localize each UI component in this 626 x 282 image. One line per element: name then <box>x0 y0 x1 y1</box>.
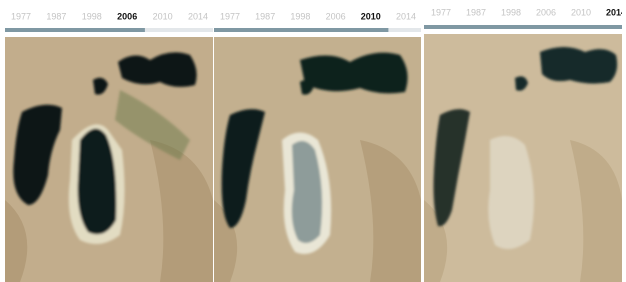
timeline: 1977 1987 1998 2006 2010 2014 <box>214 11 421 32</box>
satellite-image <box>214 37 421 282</box>
year-label[interactable]: 2014 <box>396 11 416 21</box>
year-label[interactable]: 1998 <box>290 11 310 21</box>
timeline-progress <box>5 28 145 32</box>
timeline: 1977 1987 1998 2006 2010 2014 <box>5 11 213 32</box>
year-label[interactable]: 1987 <box>255 11 275 21</box>
timeline-progress <box>424 25 622 29</box>
year-label[interactable]: 1977 <box>220 11 240 21</box>
year-label[interactable]: 1977 <box>431 7 451 17</box>
year-label[interactable]: 1998 <box>501 7 521 17</box>
year-label[interactable]: 2006 <box>326 11 346 21</box>
year-label[interactable]: 2010 <box>571 7 591 17</box>
satellite-image <box>424 34 622 282</box>
timelapse-comparison: 1977 1987 1998 2006 2010 2014 1977 1987 1998 2006… <box>0 0 626 282</box>
year-label[interactable]: 2014 <box>188 11 208 21</box>
year-label[interactable]: 1977 <box>11 11 31 21</box>
year-label[interactable]: 1987 <box>466 7 486 17</box>
year-label[interactable]: 1987 <box>46 11 66 21</box>
timelines: 1977 1987 1998 2006 2010 2014 1977 1987 1998 2006… <box>5 7 626 32</box>
year-label[interactable]: 1998 <box>82 11 102 21</box>
year-label[interactable]: 2014 <box>606 7 626 17</box>
year-label[interactable]: 2006 <box>117 11 137 21</box>
year-label[interactable]: 2006 <box>536 7 556 17</box>
satellite-image <box>5 37 213 282</box>
timeline: 1977 1987 1998 2006 2010 2014 <box>424 7 626 29</box>
timeline-progress <box>214 28 388 32</box>
year-label[interactable]: 2010 <box>361 11 381 21</box>
year-label[interactable]: 2010 <box>153 11 173 21</box>
